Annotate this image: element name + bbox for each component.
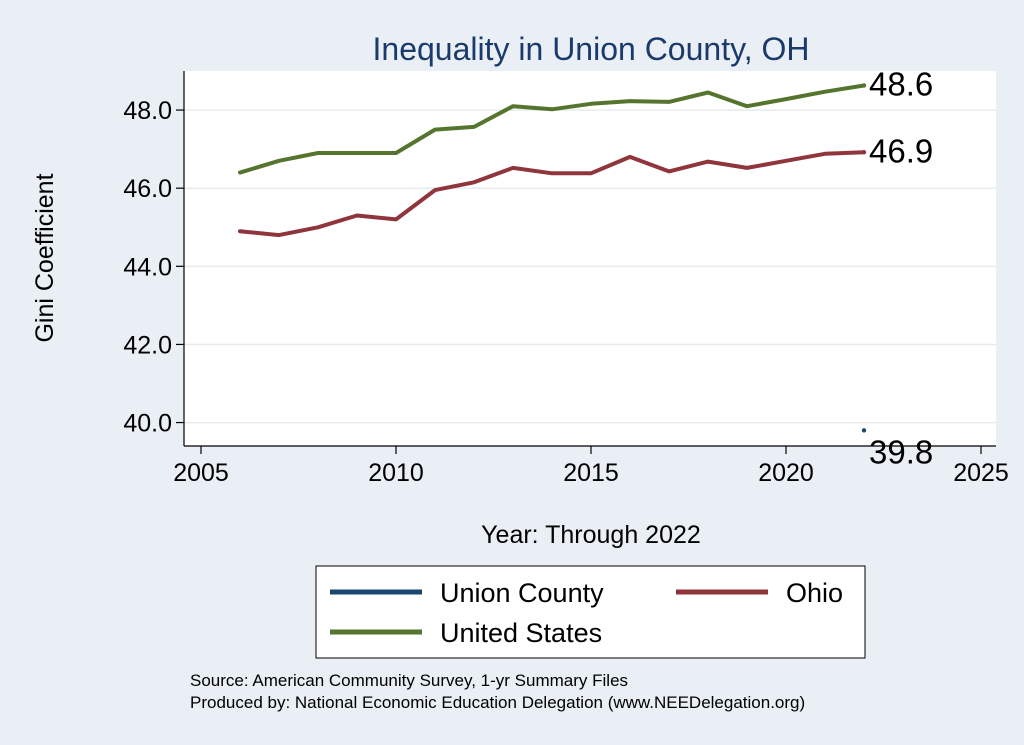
x-tick-label: 2025 <box>953 459 1009 487</box>
x-tick-label: 2020 <box>758 459 814 487</box>
produced-by-note: Produced by: National Economic Education… <box>190 693 805 712</box>
series-endpoint-union-county <box>861 428 867 433</box>
x-tick-label: 2005 <box>173 459 229 487</box>
end-labels: 39.8 46.9 48.6 <box>869 65 933 470</box>
legend-label-united-states: United States <box>440 618 602 648</box>
plot-area <box>184 71 996 446</box>
legend-box <box>315 565 866 659</box>
y-tick-label: 44.0 <box>123 253 172 281</box>
chart-title: Inequality in Union County, OH <box>373 31 810 67</box>
source-note: Source: American Community Survey, 1-yr … <box>190 671 628 690</box>
legend-label-ohio: Ohio <box>786 578 843 608</box>
end-label-united-states: 48.6 <box>869 65 933 102</box>
legend: Union County Ohio United States <box>315 565 866 659</box>
series-endpoint-ohio <box>861 150 867 155</box>
series-line-ohio <box>238 150 866 238</box>
series-line-united-states <box>238 83 866 175</box>
end-label-union-county: 39.8 <box>869 433 933 470</box>
y-tick-label: 40.0 <box>123 410 172 438</box>
end-label-ohio: 46.9 <box>869 132 933 169</box>
y-tick-label: 42.0 <box>123 331 172 359</box>
grid-lines <box>184 109 996 424</box>
x-tick-label: 2010 <box>368 459 424 487</box>
x-tick-label: 2015 <box>563 459 619 487</box>
y-axis-label: Gini Coefficient <box>31 173 59 342</box>
series-lines <box>238 83 867 433</box>
x-axis-label: Year: Through 2022 <box>481 521 701 549</box>
y-tick-label: 48.0 <box>123 97 172 125</box>
legend-label-union-county: Union County <box>440 578 604 608</box>
series-endpoint-united-states <box>861 83 867 88</box>
y-tick-label: 46.0 <box>123 175 172 203</box>
axes: 40.0 42.0 44.0 46.0 48.0 2005 2010 2015 2020 2025 <box>123 71 1009 487</box>
